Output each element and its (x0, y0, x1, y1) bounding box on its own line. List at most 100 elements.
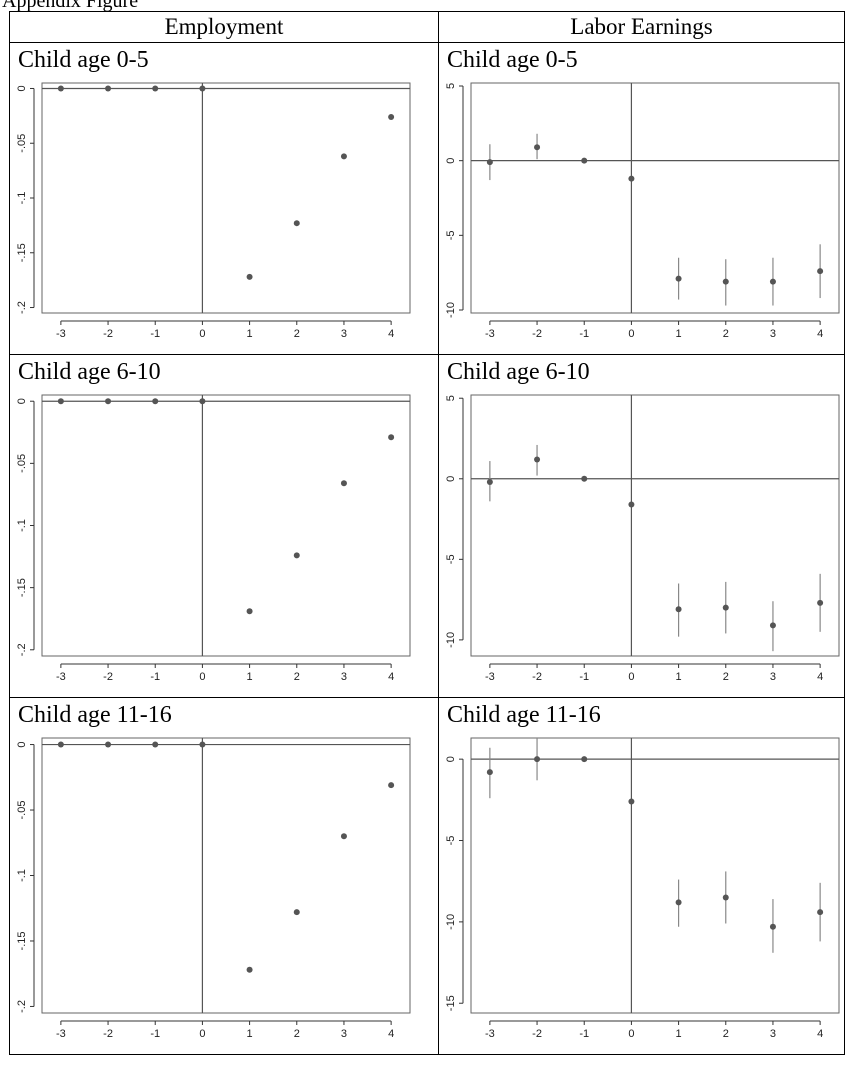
data-point (199, 85, 206, 92)
data-point (388, 434, 395, 441)
x-tick-label: 1 (676, 1028, 682, 1040)
y-tick-label: 5 (445, 83, 457, 89)
x-tick-label: 4 (817, 1028, 823, 1040)
y-tick-label: 5 (445, 395, 457, 401)
panel-title: Child age 0-5 (447, 47, 578, 73)
data-point (388, 782, 395, 789)
scatter-chart: -3 -2 -1 0 1 2 3 4 0 -.05 -.1 -.15 -.2 (16, 82, 411, 340)
plot-frame (470, 394, 840, 657)
x-tick-label: -1 (150, 1028, 160, 1040)
plot-frame (41, 82, 411, 314)
y-tick-label: -.15 (16, 931, 28, 950)
data-point (57, 85, 64, 92)
data-point (769, 923, 776, 930)
data-point (486, 769, 493, 776)
data-point (246, 273, 253, 280)
panel-cell: Child age 11-16 -3 -2 -1 0 1 2 3 4 0 -.05 -.1 -.15-… (9, 697, 439, 1055)
panel-title: Child age 6-10 (18, 359, 161, 385)
plot-frame (470, 82, 840, 314)
data-point (769, 278, 776, 285)
data-point (628, 175, 635, 182)
x-tick-label: 4 (817, 328, 823, 340)
plot-frame (41, 737, 411, 1014)
data-point (199, 398, 206, 405)
y-tick-label: -5 (445, 554, 457, 564)
x-tick-label: 0 (199, 328, 205, 340)
panel-title: Child age 11-16 (447, 702, 601, 728)
x-tick-label: 4 (388, 1028, 394, 1040)
x-tick-label: 4 (817, 671, 823, 683)
x-tick-label: 2 (723, 328, 729, 340)
y-tick-label: -5 (445, 230, 457, 240)
x-tick-label: 2 (723, 1028, 729, 1040)
x-tick-label: -3 (56, 671, 66, 683)
data-point (246, 966, 253, 973)
data-point (534, 756, 541, 763)
column-header-labor-earnings: Labor Earnings (438, 11, 845, 43)
data-point (817, 599, 824, 606)
x-tick-label: 0 (628, 1028, 634, 1040)
scatter-chart: -3 -2 -1 0 1 2 3 4 0 -.05 -.1 -.15 -.2 (16, 394, 411, 683)
y-tick-label: -.15 (16, 578, 28, 597)
data-point (628, 501, 635, 508)
data-point (675, 899, 682, 906)
x-tick-label: 0 (199, 1028, 205, 1040)
figure-table: Employment Labor Earnings Child age 0-5 … (9, 11, 845, 1055)
data-point (534, 456, 541, 463)
data-point (293, 220, 300, 227)
x-tick-label: 1 (247, 328, 253, 340)
x-tick-label: 3 (341, 1028, 347, 1040)
x-tick-label: -1 (579, 1028, 589, 1040)
x-tick-label: 3 (341, 328, 347, 340)
panel-title: Child age 0-5 (18, 47, 149, 73)
data-point (293, 909, 300, 916)
y-tick-label: -.1 (16, 869, 28, 882)
data-point (152, 398, 159, 405)
data-point (486, 479, 493, 485)
y-tick-label: -.05 (16, 134, 28, 153)
panel-row-3: Child age 11-16 -3 -2 -1 0 1 2 3 4 0 -.05 -.1 -.15-… (9, 697, 845, 1055)
data-point (722, 278, 729, 285)
data-point (105, 741, 112, 748)
y-tick-label: -.15 (16, 243, 28, 262)
data-point (105, 398, 112, 405)
column-header-employment: Employment (9, 11, 439, 43)
x-tick-label: -1 (579, 671, 589, 683)
x-tick-label: -3 (485, 671, 495, 683)
x-tick-label: 4 (388, 671, 394, 683)
panel-cell: Child age 0-5 -3 -2 -1 0 1 2 3 4 5 0 -5 -10 (438, 42, 845, 355)
y-tick-label: -.2 (16, 1000, 28, 1013)
y-tick-label: -.1 (16, 192, 28, 205)
scatter-chart: -3 -2 -1 0 1 2 3 450-5-10 (445, 394, 840, 683)
x-tick-label: -2 (532, 1028, 542, 1040)
x-tick-label: 2 (294, 328, 300, 340)
x-tick-label: 2 (294, 671, 300, 683)
x-tick-label: 1 (676, 328, 682, 340)
panel-cell: Child age 0-5 -3 -2 -1 0 1 2 3 4 0 -.05 -.1 -.15 -.2 (9, 42, 439, 355)
panel-cell: Child age 6-10 -3 -2 -1 0 1 2 3 4 0 -.05 -.1 -.15 -.… (9, 354, 439, 698)
x-tick-label: 3 (770, 328, 776, 340)
y-tick-label: 0 (445, 476, 457, 482)
data-point (152, 741, 159, 748)
data-point (581, 756, 588, 763)
scatter-chart: -3 -2 -1 0 1 2 3 450-5-10 (445, 82, 840, 340)
data-point (817, 268, 824, 275)
data-point (293, 552, 300, 559)
x-tick-label: -2 (103, 328, 113, 340)
panel-row-1: Child age 0-5 -3 -2 -1 0 1 2 3 4 0 -.05 -.1 -.15 -.2… (9, 42, 845, 355)
panel-cell: Child age 11-16 -3 -2 -1 0 1 2 3 4 0 -5 -10 -15 (438, 697, 845, 1055)
x-tick-label: -2 (103, 671, 113, 683)
data-point (581, 157, 588, 164)
x-tick-label: 1 (247, 1028, 253, 1040)
x-tick-label: -1 (150, 671, 160, 683)
data-point (722, 604, 729, 611)
x-tick-label: 4 (388, 328, 394, 340)
plot-frame (41, 394, 411, 657)
x-tick-label: 2 (723, 671, 729, 683)
x-tick-label: 2 (294, 1028, 300, 1040)
data-point (199, 741, 206, 748)
y-tick-label: 0 (445, 756, 457, 762)
data-point (769, 622, 776, 629)
header-row: Employment Labor Earnings (9, 11, 845, 43)
y-tick-label: -5 (445, 836, 457, 846)
